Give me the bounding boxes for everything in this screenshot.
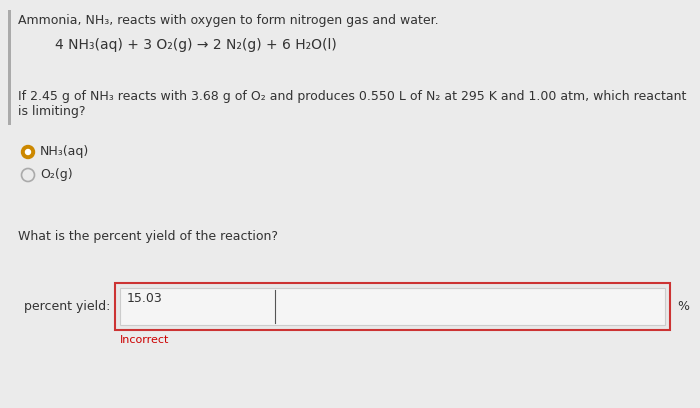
Text: What is the percent yield of the reaction?: What is the percent yield of the reactio… — [18, 230, 278, 243]
Text: Incorrect: Incorrect — [120, 335, 169, 345]
Text: NH₃(aq): NH₃(aq) — [40, 145, 90, 158]
Text: %: % — [677, 300, 689, 313]
Text: Ammonia, NH₃, reacts with oxygen to form nitrogen gas and water.: Ammonia, NH₃, reacts with oxygen to form… — [18, 14, 439, 27]
Text: O₂(g): O₂(g) — [40, 168, 73, 181]
Text: If 2.45 g of NH₃ reacts with 3.68 g of O₂ and produces 0.550 L of N₂ at 295 K an: If 2.45 g of NH₃ reacts with 3.68 g of O… — [18, 90, 687, 118]
Circle shape — [22, 146, 34, 158]
Bar — [115, 283, 670, 330]
Bar — [8, 10, 11, 125]
Circle shape — [25, 149, 31, 155]
Bar — [120, 288, 665, 325]
Text: percent yield:: percent yield: — [24, 300, 110, 313]
Text: 4 NH₃(aq) + 3 O₂(g) → 2 N₂(g) + 6 H₂O(l): 4 NH₃(aq) + 3 O₂(g) → 2 N₂(g) + 6 H₂O(l) — [55, 38, 337, 52]
Text: 15.03: 15.03 — [127, 292, 162, 305]
